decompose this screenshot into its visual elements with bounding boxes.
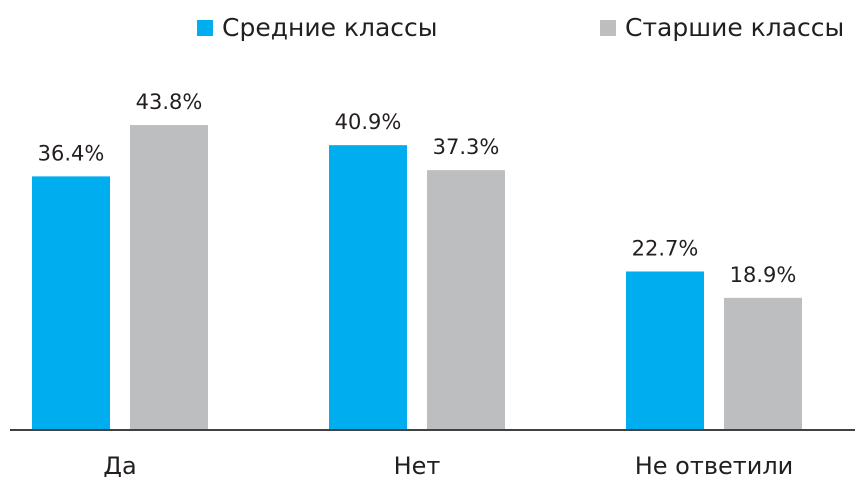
value-label: 40.9% xyxy=(335,110,402,134)
x-tick-label: Да xyxy=(103,452,136,477)
bar xyxy=(32,176,110,429)
legend-swatch xyxy=(600,20,616,36)
bar xyxy=(329,145,407,430)
value-label: 37.3% xyxy=(433,135,500,159)
value-label: 18.9% xyxy=(730,263,797,287)
legend-label: Старшие классы xyxy=(625,13,844,42)
legend-label: Средние классы xyxy=(222,13,438,42)
bar xyxy=(724,297,802,429)
x-tick-label: Нет xyxy=(394,452,441,477)
value-label: 43.8% xyxy=(136,90,203,114)
value-label: 22.7% xyxy=(632,236,699,260)
legend-swatch xyxy=(197,20,213,36)
value-label: 36.4% xyxy=(38,141,105,165)
bar xyxy=(626,271,704,429)
bar xyxy=(130,125,208,429)
x-tick-label: Не ответили xyxy=(635,452,794,477)
bar xyxy=(427,170,505,429)
